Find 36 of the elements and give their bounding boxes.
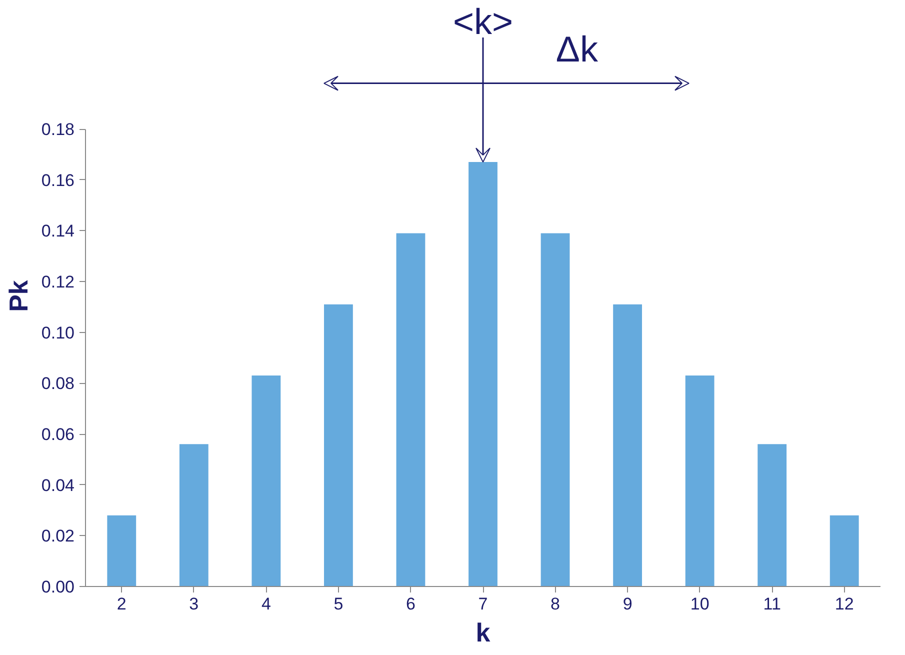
bar (179, 444, 208, 586)
bar (613, 304, 642, 586)
bar (107, 515, 136, 586)
x-tick-label: 5 (334, 594, 344, 614)
x-tick-label: 9 (622, 594, 632, 614)
x-tick-label: 8 (550, 594, 560, 614)
x-tick-label: 4 (261, 594, 271, 614)
x-tick-label: 2 (116, 594, 126, 614)
y-tick-label: 0.16 (41, 170, 75, 190)
bar (252, 376, 281, 586)
y-tick-label: 0.10 (41, 323, 75, 342)
bar (758, 444, 787, 586)
y-tick-label: 0.08 (41, 374, 75, 394)
x-tick-label: 10 (690, 594, 710, 614)
x-tick-label: 12 (834, 594, 854, 614)
bar (396, 233, 426, 586)
y-tick-label: 0.06 (41, 425, 75, 444)
y-axis-title: Pk (3, 280, 34, 312)
x-tick-label: 6 (406, 594, 416, 614)
bar (324, 304, 353, 586)
y-tick-label: 0.02 (41, 526, 75, 546)
y-tick-label: 0.14 (41, 222, 75, 241)
y-tick-label: 0.12 (41, 272, 75, 292)
annotation: <k> (452, 1, 514, 42)
x-tick-label: 3 (189, 594, 199, 614)
x-axis-title: k (476, 618, 491, 648)
bar (540, 233, 570, 586)
bar (685, 376, 714, 586)
y-tick-label: 0.00 (41, 578, 75, 596)
x-tick-label: 7 (478, 594, 488, 614)
x-tick-label: 11 (763, 594, 781, 614)
bar (830, 515, 859, 586)
bar (468, 162, 498, 586)
y-tick-label: 0.04 (41, 476, 75, 495)
y-tick-label: 0.18 (41, 120, 75, 140)
text: Δk (556, 28, 599, 70)
